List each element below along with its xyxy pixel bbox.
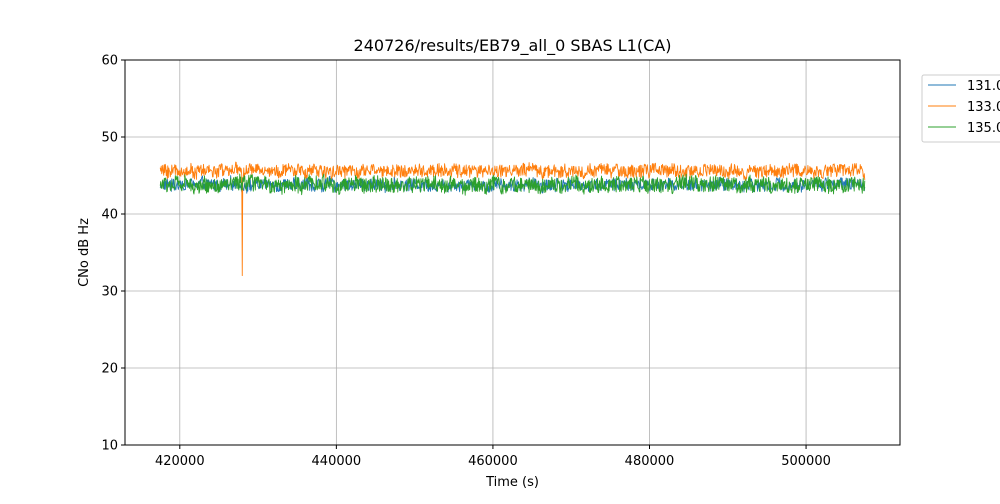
y-tick-label: 60: [101, 54, 118, 69]
y-tick-label: 50: [101, 131, 118, 146]
plot-frame: [124, 59, 901, 446]
series-layer: [159, 161, 866, 277]
x-tick-label: 500000: [781, 454, 831, 469]
y-tick-label: 30: [101, 285, 118, 300]
x-tick-label: 460000: [468, 454, 518, 469]
legend-label: 133.0: [967, 100, 1000, 115]
chart-title: 240726/results/EB79_all_0 SBAS L1(CA): [354, 36, 672, 56]
x-tick-label: 420000: [155, 454, 205, 469]
legend-label: 131.0: [967, 79, 1000, 94]
x-tick-label: 480000: [625, 454, 675, 469]
x-tick-label: 440000: [312, 454, 362, 469]
y-tick-label: 10: [101, 439, 118, 454]
x-axis-label: Time (s): [485, 475, 539, 490]
y-tick-label: 40: [101, 208, 118, 223]
legend: 131.0 133.0 135.0: [921, 74, 1000, 143]
legend-label: 135.0: [967, 121, 1000, 136]
y-tick-label: 20: [101, 362, 118, 377]
series-line: [159, 161, 866, 277]
y-axis-label: CNo dB Hz: [77, 218, 92, 287]
axis-ticks: 420000 440000 460000 480000 500000 10 20 30 40 50…: [101, 54, 830, 470]
legend-box: [921, 74, 1000, 143]
series-line: [159, 173, 866, 196]
grid: [125, 59, 900, 446]
